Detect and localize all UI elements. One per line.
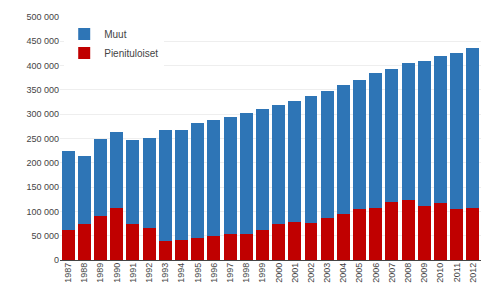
svg-text:300 000: 300 000: [26, 109, 59, 119]
svg-text:1998: 1998: [241, 263, 251, 283]
svg-text:1994: 1994: [176, 263, 186, 283]
svg-text:2011: 2011: [452, 263, 462, 282]
svg-text:400 000: 400 000: [26, 61, 59, 71]
svg-text:2005: 2005: [354, 263, 364, 283]
svg-text:2012: 2012: [468, 263, 478, 283]
svg-text:2007: 2007: [387, 263, 397, 283]
svg-text:350 000: 350 000: [26, 85, 59, 95]
svg-text:2008: 2008: [403, 263, 413, 283]
svg-text:200 000: 200 000: [26, 158, 59, 168]
svg-text:100 000: 100 000: [26, 207, 59, 217]
svg-text:250 000: 250 000: [26, 134, 59, 144]
svg-text:1989: 1989: [95, 263, 105, 283]
svg-text:1995: 1995: [193, 263, 203, 283]
svg-text:1992: 1992: [144, 263, 154, 283]
svg-text:2003: 2003: [322, 263, 332, 283]
svg-text:1987: 1987: [63, 263, 73, 283]
svg-text:2000: 2000: [274, 263, 284, 283]
svg-text:50 000: 50 000: [31, 231, 59, 241]
svg-text:2001: 2001: [290, 263, 300, 283]
svg-text:1991: 1991: [128, 263, 138, 283]
svg-text:Pienituloiset: Pienituloiset: [104, 48, 158, 59]
svg-text:2002: 2002: [306, 263, 316, 283]
svg-text:Muut: Muut: [104, 29, 126, 40]
svg-text:450 000: 450 000: [26, 36, 59, 46]
svg-text:0: 0: [54, 255, 59, 265]
svg-text:1993: 1993: [160, 263, 170, 283]
svg-text:2006: 2006: [371, 263, 381, 283]
svg-text:1988: 1988: [79, 263, 89, 283]
svg-text:150 000: 150 000: [26, 182, 59, 192]
svg-text:2009: 2009: [419, 263, 429, 283]
svg-text:1997: 1997: [225, 263, 235, 283]
svg-text:2004: 2004: [338, 263, 348, 283]
svg-text:1990: 1990: [112, 263, 122, 283]
svg-text:1996: 1996: [209, 263, 219, 283]
svg-text:1999: 1999: [257, 263, 267, 283]
svg-text:2010: 2010: [435, 263, 445, 283]
svg-text:500 000: 500 000: [26, 12, 59, 22]
